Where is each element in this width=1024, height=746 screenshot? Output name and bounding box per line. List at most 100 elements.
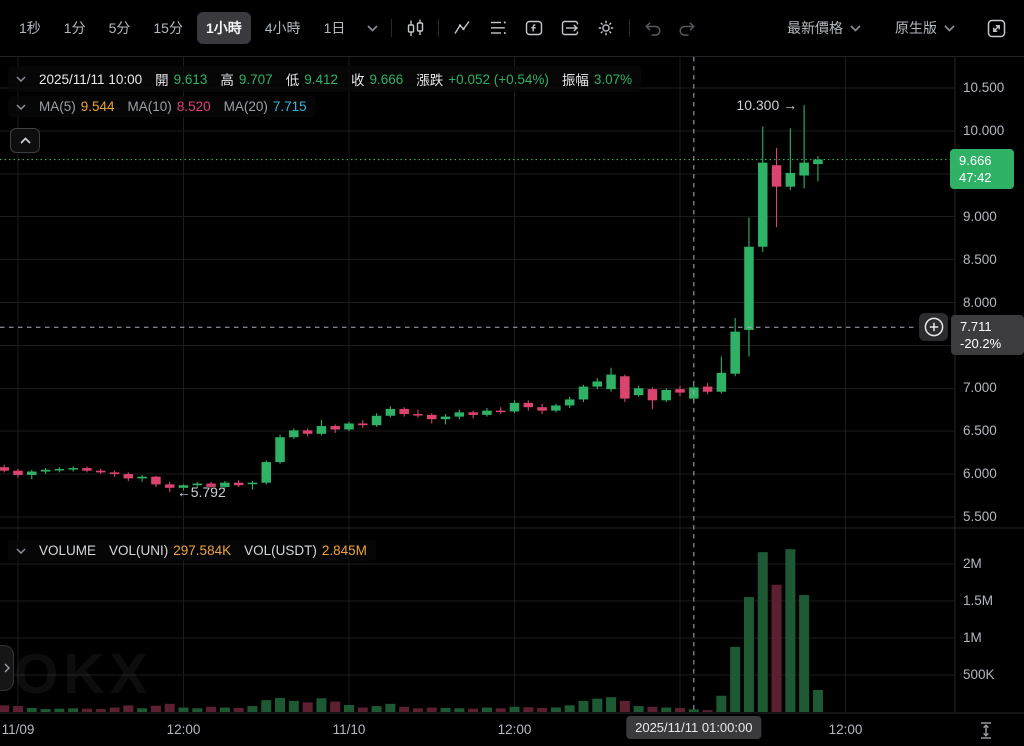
candle-body[interactable]: [344, 423, 354, 430]
candle-body[interactable]: [40, 469, 51, 472]
candle-body[interactable]: [302, 430, 313, 434]
volume-bar: [771, 584, 782, 712]
volume-bar: [702, 710, 713, 712]
candle-body[interactable]: [578, 386, 589, 400]
volume-bar: [675, 707, 686, 712]
collapse-chevron-icon[interactable]: [16, 547, 26, 554]
volume-bar: [275, 697, 286, 712]
interval-dropdown-chevron-icon[interactable]: [364, 22, 381, 35]
candle-body[interactable]: [744, 246, 754, 330]
candle-body[interactable]: [399, 408, 409, 415]
interval-button-1分[interactable]: 1分: [55, 12, 95, 44]
candle-body[interactable]: [109, 472, 120, 475]
volume-bar: [137, 708, 148, 712]
candle-body[interactable]: [482, 410, 492, 415]
candle-body[interactable]: [799, 162, 809, 176]
candle-body[interactable]: [661, 390, 671, 401]
interval-button-5分[interactable]: 5分: [100, 12, 140, 44]
candle-body[interactable]: [164, 484, 175, 488]
volume-bar: [371, 706, 382, 712]
divider: [629, 19, 631, 37]
interval-button-15分[interactable]: 15分: [144, 12, 192, 44]
collapse-chevron-icon[interactable]: [16, 103, 26, 110]
time-scale-icon[interactable]: [978, 721, 994, 740]
collapse-chevron-icon[interactable]: [16, 76, 26, 82]
candle-body[interactable]: [606, 374, 616, 390]
candle-body[interactable]: [413, 414, 423, 416]
render-mode-dropdown[interactable]: 原生版: [889, 17, 961, 39]
crosshair-add-order-button[interactable]: [919, 313, 948, 342]
interval-button-1秒[interactable]: 1秒: [10, 12, 50, 44]
side-panel-tab[interactable]: [0, 645, 14, 691]
candle-body[interactable]: [27, 471, 37, 475]
volume-bar: [509, 706, 520, 712]
candle-body[interactable]: [247, 482, 258, 485]
candle-body[interactable]: [551, 405, 561, 411]
candle-body[interactable]: [537, 407, 547, 411]
candle-body[interactable]: [206, 483, 216, 487]
settings-gear-icon[interactable]: [593, 15, 619, 41]
candle-body[interactable]: [564, 399, 575, 406]
candle-body[interactable]: [813, 159, 823, 165]
candle-body[interactable]: [633, 388, 644, 396]
volume-bar: [633, 706, 644, 712]
candle-body[interactable]: [233, 482, 244, 486]
candle-body[interactable]: [137, 476, 147, 479]
interval-button-1小時[interactable]: 1小時: [196, 12, 251, 44]
candle-body[interactable]: [123, 474, 134, 479]
candle-body[interactable]: [675, 389, 685, 393]
redo-icon[interactable]: [675, 16, 700, 40]
price-mode-dropdown[interactable]: 最新價格: [781, 17, 867, 39]
volume-bar: [440, 707, 451, 712]
collapse-pane-button[interactable]: [10, 128, 40, 153]
candle-body[interactable]: [647, 389, 658, 401]
indicators-icon[interactable]: [449, 15, 475, 41]
candle-body[interactable]: [82, 468, 92, 471]
candle-body[interactable]: [771, 165, 782, 187]
last-price-badge[interactable]: 9.666 47:42: [950, 148, 1014, 189]
candle-body[interactable]: [275, 437, 285, 463]
candle-body[interactable]: [495, 410, 506, 413]
candlestick-chart-icon[interactable]: [402, 15, 428, 41]
candle-body[interactable]: [151, 476, 161, 485]
candle-body[interactable]: [454, 412, 465, 417]
candle-body[interactable]: [785, 172, 796, 187]
candle-body[interactable]: [523, 402, 534, 408]
candle-body[interactable]: [440, 416, 451, 420]
legend-field-value: 9.613: [173, 71, 208, 87]
candle-body[interactable]: [758, 162, 768, 247]
candle-body[interactable]: [316, 426, 327, 434]
candle-body[interactable]: [702, 386, 713, 392]
interval-button-1日[interactable]: 1日: [315, 12, 355, 44]
candle-body[interactable]: [620, 376, 630, 399]
candle-body[interactable]: [427, 414, 437, 420]
candle-body[interactable]: [95, 470, 106, 473]
volume-bar: [647, 706, 658, 712]
candle-body[interactable]: [192, 483, 203, 486]
undo-icon[interactable]: [640, 16, 665, 40]
candle-body[interactable]: [716, 372, 727, 392]
volume-bar: [233, 707, 244, 712]
candle-body[interactable]: [261, 462, 271, 483]
candle-body[interactable]: [178, 485, 189, 488]
candle-body[interactable]: [385, 408, 396, 416]
candle-body[interactable]: [0, 467, 9, 471]
candle-body[interactable]: [358, 423, 368, 426]
candle-body[interactable]: [13, 470, 23, 475]
candle-body[interactable]: [289, 430, 299, 438]
candle-body[interactable]: [68, 468, 78, 470]
candle-body[interactable]: [220, 482, 230, 487]
candle-body[interactable]: [730, 331, 740, 374]
candle-body[interactable]: [54, 468, 65, 471]
fullscreen-expand-icon[interactable]: [983, 15, 1010, 42]
layout-export-icon[interactable]: [557, 15, 583, 41]
candle-body[interactable]: [371, 415, 382, 426]
interval-button-4小時[interactable]: 4小時: [256, 12, 310, 44]
candle-body[interactable]: [330, 426, 340, 430]
template-list-icon[interactable]: [485, 15, 511, 41]
candle-body[interactable]: [468, 412, 478, 415]
candle-body[interactable]: [509, 402, 520, 412]
indicator-fx-icon[interactable]: [521, 15, 547, 41]
candle-body[interactable]: [592, 381, 603, 387]
